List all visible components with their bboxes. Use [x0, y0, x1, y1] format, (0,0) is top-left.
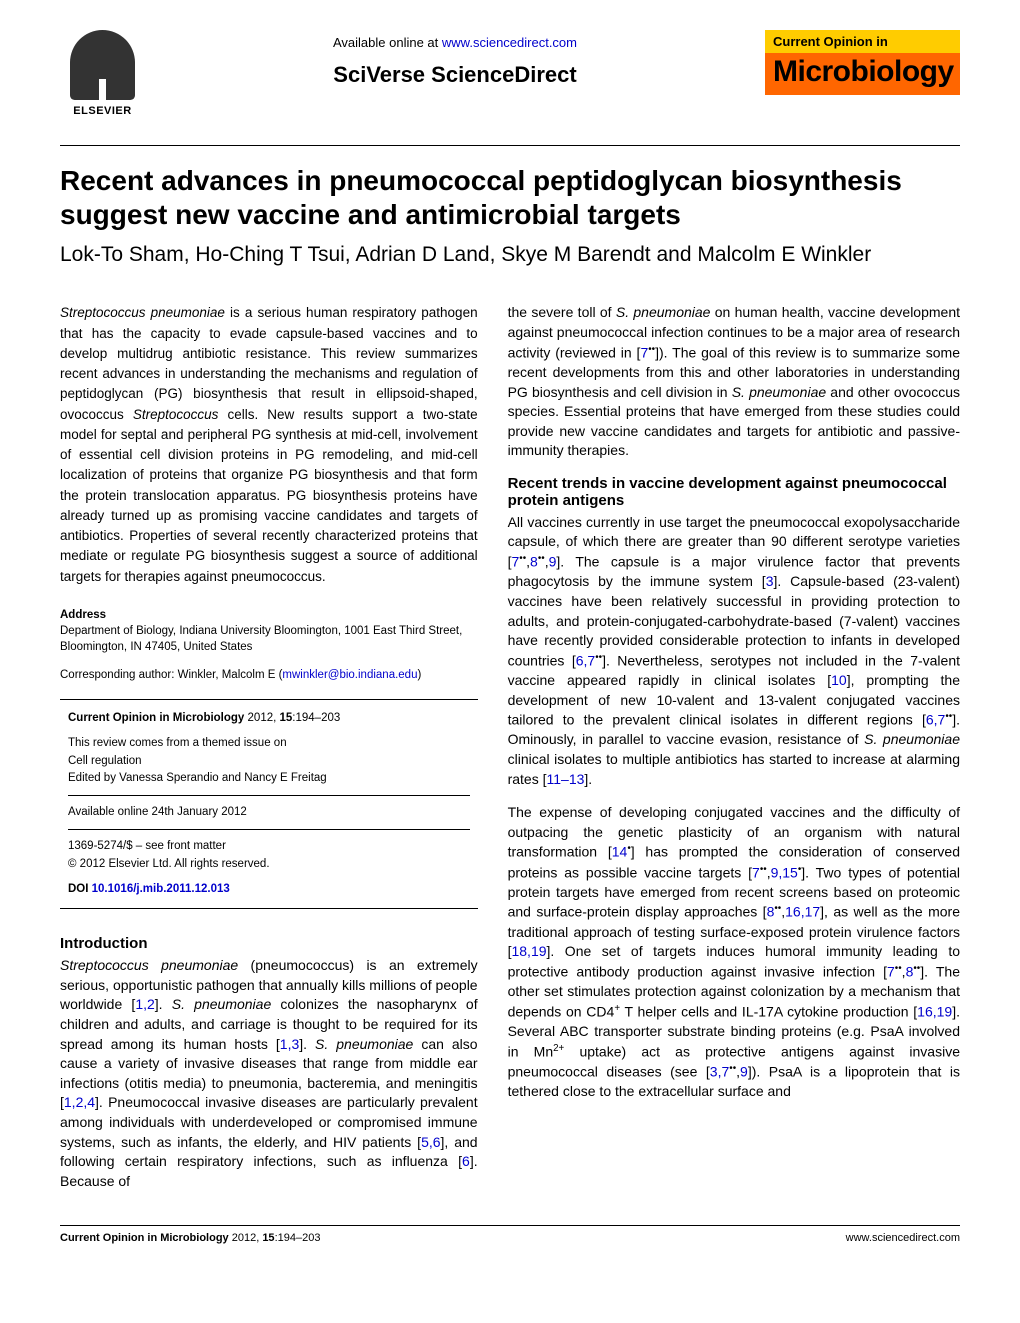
abstract-species1: Streptococcus pneumoniae — [60, 305, 225, 320]
introduction-paragraph: Streptococcus pneumoniae (pneumococcus) … — [60, 956, 478, 1191]
trends-p2-ref2[interactable]: 7 — [752, 864, 760, 880]
online-date: Available online 24th January 2012 — [68, 804, 470, 821]
citation-journal: Current Opinion in Microbiology — [68, 712, 244, 724]
introduction-heading: Introduction — [60, 935, 478, 952]
abstract-species2: Streptococcus — [133, 407, 219, 422]
bullet-sup: •• — [760, 864, 767, 875]
page-footer: Current Opinion in Microbiology 2012, 15… — [60, 1225, 960, 1244]
bullet-sup: •• — [895, 963, 902, 974]
trends-p2-ref7[interactable]: 7 — [887, 964, 895, 980]
address-body: Department of Biology, Indiana Universit… — [60, 623, 478, 655]
intro-ref1[interactable]: 1,2 — [135, 996, 154, 1012]
right-species1: S. pneumoniae — [616, 304, 711, 320]
badge-bottom: Microbiology — [765, 53, 960, 95]
corresponding-author: Corresponding author: Winkler, Malcolm E… — [60, 669, 478, 681]
available-online: Available online at www.sciencedirect.co… — [145, 35, 765, 50]
journal-badge: Current Opinion in Microbiology — [765, 30, 960, 100]
elsevier-tree-icon — [70, 30, 135, 100]
infobox-rule1 — [68, 795, 470, 796]
intro-text-i: ]. Pneumococcal invasive diseases are pa… — [60, 1094, 478, 1149]
intro-species3: S. pneumoniae — [315, 1036, 413, 1052]
sciencedirect-link[interactable]: www.sciencedirect.com — [442, 35, 577, 50]
two-column-layout: Streptococcus pneumoniae is a serious hu… — [60, 303, 960, 1205]
authors: Lok-To Sham, Ho-Ching T Tsui, Adrian D L… — [60, 241, 960, 268]
copyright-line: © 2012 Elsevier Ltd. All rights reserved… — [68, 856, 470, 873]
intro-text-f: ]. — [299, 1036, 315, 1052]
trends-species1: S. pneumoniae — [864, 731, 960, 747]
footer-pages: :194–203 — [275, 1232, 321, 1244]
citation-year: 2012, — [244, 712, 279, 724]
trends-p1-k: ]. — [584, 771, 592, 787]
intro-ref4[interactable]: 5,6 — [421, 1134, 440, 1150]
intro-ref3[interactable]: 1,2,4 — [64, 1094, 95, 1110]
abstract-tail: cells. New results support a two-state m… — [60, 407, 478, 584]
abstract: Streptococcus pneumoniae is a serious hu… — [60, 303, 478, 587]
intro-species2: S. pneumoniae — [172, 996, 271, 1012]
trends-p2-ref11[interactable]: 9 — [740, 1063, 748, 1079]
footer-year: 2012, — [229, 1232, 263, 1244]
footer-volume: 15 — [262, 1232, 274, 1244]
trends-p2: The expense of developing conjugated vac… — [508, 803, 960, 1102]
right-species2: S. pneumoniae — [732, 384, 826, 400]
abstract-body: is a serious human respiratory pathogen … — [60, 305, 478, 421]
citation-infobox: Current Opinion in Microbiology 2012, 15… — [60, 699, 478, 909]
infobox-rule2 — [68, 829, 470, 830]
citation-pages: :194–203 — [292, 712, 340, 724]
sciverse-title: SciVerse ScienceDirect — [145, 62, 765, 88]
intro-ref5[interactable]: 6 — [462, 1153, 470, 1169]
trends-heading: Recent trends in vaccine development aga… — [508, 475, 960, 509]
left-column: Streptococcus pneumoniae is a serious hu… — [60, 303, 478, 1205]
editors-line: Edited by Vanessa Sperandio and Nancy E … — [68, 770, 470, 787]
footer-journal: Current Opinion in Microbiology — [60, 1232, 229, 1244]
themed-issue-line2: Cell regulation — [68, 753, 470, 770]
citation-line: Current Opinion in Microbiology 2012, 15… — [68, 710, 470, 727]
trends-p2-ref1[interactable]: 14 — [612, 844, 628, 860]
right-p1: the severe toll of S. pneumoniae on huma… — [508, 303, 960, 460]
available-label: Available online at — [333, 35, 442, 50]
intro-species1: Streptococcus pneumoniae — [60, 957, 238, 973]
intro-text-c: ]. — [155, 996, 172, 1012]
page-header: ELSEVIER Available online at www.science… — [60, 30, 960, 130]
doi-link[interactable]: 10.1016/j.mib.2011.12.013 — [92, 883, 230, 895]
trends-p2-j: T helper cells and IL-17A cytokine produ… — [620, 1003, 917, 1019]
right-p1-a: the severe toll of — [508, 304, 616, 320]
footer-right: www.sciencedirect.com — [846, 1232, 960, 1244]
footer-left: Current Opinion in Microbiology 2012, 15… — [60, 1232, 320, 1244]
badge-top: Current Opinion in — [765, 30, 960, 53]
doi-label: DOI — [68, 883, 92, 895]
trends-ref6[interactable]: 10 — [831, 672, 847, 688]
trends-p2-ref3[interactable]: 9,15 — [771, 864, 798, 880]
header-center: Available online at www.sciencedirect.co… — [145, 30, 765, 88]
trends-ref5[interactable]: 6,7 — [576, 652, 595, 668]
header-rule — [60, 145, 960, 146]
trends-p1: All vaccines currently in use target the… — [508, 513, 960, 789]
right-column: the severe toll of S. pneumoniae on huma… — [508, 303, 960, 1205]
corresponding-email-link[interactable]: mwinkler@bio.indiana.edu — [282, 669, 417, 681]
trends-p2-ref10[interactable]: 3,7 — [710, 1063, 729, 1079]
address-heading: Address — [60, 609, 478, 621]
citation-volume: 15 — [280, 712, 293, 724]
themed-issue-line1: This review comes from a themed issue on — [68, 735, 470, 752]
trends-p2-ref6[interactable]: 18,19 — [511, 943, 546, 959]
trends-ref7[interactable]: 6,7 — [926, 712, 945, 728]
mn-sup: 2+ — [553, 1043, 564, 1054]
elsevier-label: ELSEVIER — [73, 105, 131, 117]
doi-line: DOI 10.1016/j.mib.2011.12.013 — [68, 881, 470, 898]
issn-line: 1369-5274/$ – see front matter — [68, 838, 470, 855]
corresponding-label: Corresponding author: Winkler, Malcolm E… — [60, 669, 282, 681]
trends-ref2[interactable]: 8 — [530, 554, 538, 570]
elsevier-logo: ELSEVIER — [60, 30, 145, 125]
trends-p2-ref5[interactable]: 16,17 — [785, 904, 820, 920]
trends-p2-ref9[interactable]: 16,19 — [917, 1003, 952, 1019]
corresponding-tail: ) — [417, 669, 421, 681]
trends-ref8[interactable]: 11–13 — [547, 771, 585, 787]
article-title: Recent advances in pneumococcal peptidog… — [60, 164, 960, 231]
intro-ref2[interactable]: 1,3 — [280, 1036, 299, 1052]
bullet-sup: •• — [538, 553, 545, 564]
